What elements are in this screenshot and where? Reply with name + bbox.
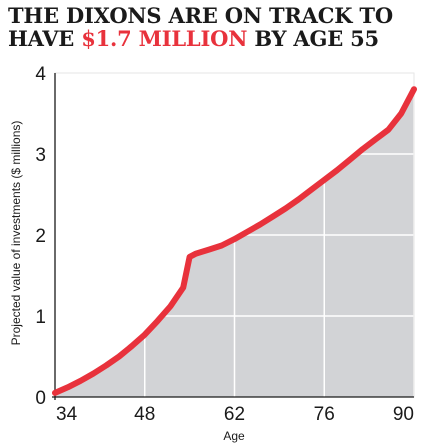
y-tick-label-0: 0 — [35, 388, 46, 409]
x-tick-label-90: 90 — [393, 404, 414, 425]
y-tick-label-2: 2 — [35, 226, 46, 247]
series-line — [52, 86, 417, 396]
line-layer — [52, 86, 417, 396]
title-line-2-prefix: HAVE — [8, 26, 82, 51]
axis-layer — [52, 73, 414, 400]
chart-title: THE DIXONS ARE ON TRACK TO HAVE $1.7 MIL… — [8, 4, 420, 50]
y-tick-label-4: 4 — [35, 64, 46, 85]
x-tick-label-48: 48 — [134, 404, 155, 425]
title-line-1: THE DIXONS ARE ON TRACK TO — [8, 3, 393, 28]
x-axis-label: Age — [223, 429, 245, 443]
title-line-2-suffix: BY AGE 55 — [247, 26, 379, 51]
title-highlight-amount: $1.7 MILLION — [81, 26, 248, 51]
y-axis-label: Projected value of investments ($ millio… — [9, 121, 23, 346]
y-tick-label-3: 3 — [35, 145, 46, 166]
x-tick-label-34: 34 — [56, 404, 78, 425]
y-tick-label-1: 1 — [35, 307, 46, 328]
x-tick-label-62: 62 — [224, 404, 245, 425]
title-line-2: HAVE $1.7 MILLION BY AGE 55 — [8, 27, 420, 50]
x-tick-label-76: 76 — [314, 404, 335, 425]
